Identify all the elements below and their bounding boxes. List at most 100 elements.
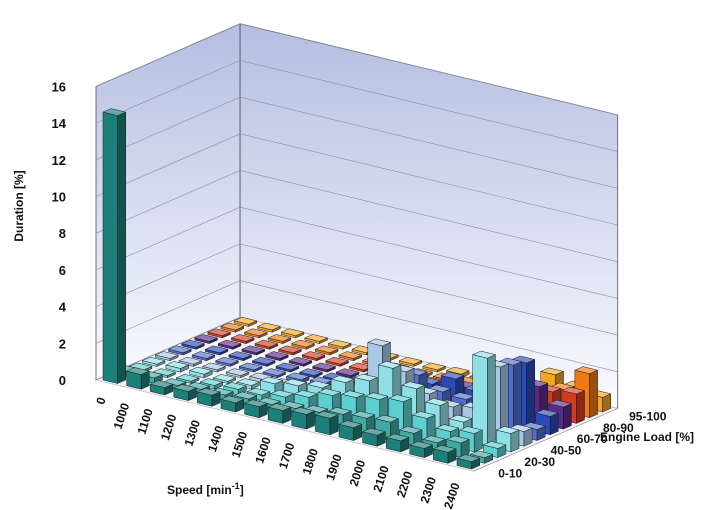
bar-0-30-40 (141, 356, 166, 367)
x-tick-label: 2200 (394, 469, 416, 499)
x-tick-label: 1700 (276, 441, 298, 471)
bar-1900-0-10 (338, 420, 363, 441)
bar-top-face (469, 450, 494, 459)
bar-0-50-60 (167, 345, 192, 356)
bar-1600-0-10 (267, 403, 292, 424)
bar-top-face (251, 356, 276, 365)
bar-top-face (440, 371, 465, 380)
bar-top-face (167, 345, 192, 354)
bar-top-face (338, 420, 363, 428)
bar-top-face (448, 414, 473, 423)
bar-top-face (304, 334, 329, 342)
bar-0-40-50 (154, 351, 179, 362)
bar-top-face (456, 454, 481, 462)
bar-top-face (288, 356, 313, 365)
bar-top-face (256, 322, 282, 331)
bar-1000-0-10 (125, 367, 151, 390)
bar-0-60-70 (180, 339, 206, 350)
bar-side-face (576, 390, 585, 424)
bar-0-0-10 (102, 108, 127, 384)
bar-front-face (102, 111, 118, 384)
bar-top-face (196, 388, 221, 396)
gridline (95, 60, 618, 152)
bar-1100-40-50 (201, 362, 227, 373)
bar-top-face (314, 345, 339, 354)
bar-1600-95-100 (398, 356, 423, 367)
bar-top-face (377, 361, 402, 369)
bar-top-face (259, 376, 284, 385)
bar-top-face (141, 356, 166, 365)
bar-top-face (267, 403, 292, 411)
bar-top-face (102, 108, 127, 116)
bar-top-face (207, 328, 232, 336)
bar-top-face (353, 373, 379, 382)
bar-2100-0-10 (385, 433, 410, 453)
bar-2300-30-40 (471, 350, 497, 447)
y-tick-label: 0 (59, 373, 66, 388)
bar-top-face (401, 381, 426, 390)
y-tick-label: 10 (52, 190, 66, 205)
bar-1200-30-40 (212, 374, 237, 384)
bar-top-face (233, 391, 258, 400)
bar-top-face (298, 368, 324, 376)
bar-top-face (199, 378, 224, 386)
bar-1200-40-50 (225, 368, 250, 379)
x-tick-label: 1600 (252, 435, 274, 465)
bar-top-face (445, 366, 470, 375)
bar-top-face (290, 339, 316, 348)
y-tick-label: 4 (59, 300, 67, 315)
bar-top-face (435, 424, 460, 432)
gridline (95, 280, 618, 373)
bar-2300-0-10 (432, 445, 457, 464)
gridline (95, 170, 618, 262)
bar-top-face (243, 328, 268, 336)
bar-1000-95-100 (256, 322, 282, 333)
bar-top-face (311, 362, 337, 371)
bar-top-face (125, 367, 151, 375)
bar-2200-0-10 (409, 441, 434, 458)
bar-top-face (374, 414, 400, 423)
gridline (95, 133, 618, 226)
bar-1800-0-10 (314, 411, 339, 436)
bar-top-face (212, 374, 237, 382)
bar-top-face (225, 368, 250, 376)
bar-top-face (424, 398, 449, 406)
bar-top-face (325, 356, 350, 365)
bar-top-face (351, 411, 376, 419)
bar-2000-0-10 (361, 427, 387, 447)
bar-top-face (173, 384, 198, 392)
bar-1200-50-60 (238, 362, 263, 373)
bar-1700-95-100 (422, 362, 447, 373)
bar-1100-90-95 (267, 334, 292, 344)
bar-1000-60-70 (204, 345, 229, 356)
bar-top-face (314, 411, 339, 419)
bar-top-face (243, 399, 269, 407)
gridline (95, 96, 618, 189)
bar-top-face (445, 435, 470, 444)
bar-1300-0-10 (196, 388, 221, 407)
bar-top-face (301, 351, 326, 359)
bar-top-face (246, 387, 271, 396)
bar-top-face (275, 362, 300, 371)
bar-1200-80-90 (277, 345, 303, 356)
x-tick-label: 2100 (370, 464, 392, 494)
bar-top-face (193, 334, 219, 342)
bar-top-face (175, 374, 200, 382)
bar-1300-70-80 (288, 356, 313, 367)
bar-top-face (149, 380, 174, 388)
bar-top-face (561, 386, 586, 395)
bar-top-face (361, 427, 387, 436)
bar-1100-50-60 (214, 356, 240, 367)
bar-top-face (220, 395, 245, 404)
x-tick-label: 1400 (205, 424, 227, 454)
bar-top-face (458, 426, 484, 434)
bar-1100-30-40 (188, 366, 213, 379)
z-tick-label: 20-30 (524, 455, 555, 469)
bar-0-95-100 (233, 317, 258, 327)
bar-top-face (220, 322, 245, 331)
bar-1400-70-80 (311, 362, 337, 373)
bar-top-face (154, 351, 179, 359)
z-tick-label: 95-100 (629, 409, 667, 423)
bar-1000-80-90 (230, 334, 255, 344)
bar-1700-0-10 (291, 407, 316, 430)
